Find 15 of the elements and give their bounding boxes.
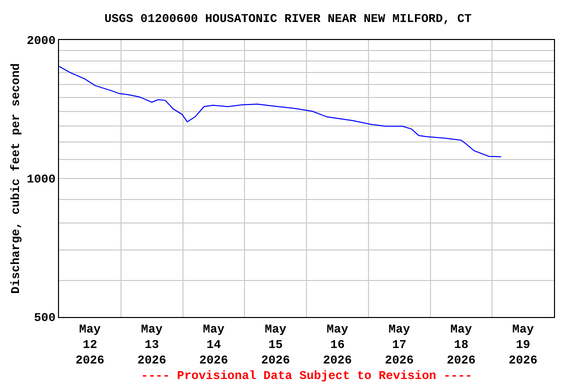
x-tick-label: May 15 2026	[261, 322, 290, 368]
x-tick-label: May 17 2026	[384, 322, 414, 368]
x-tick-label: May 14 2026	[199, 322, 228, 368]
line-series	[59, 66, 502, 158]
y-axis-title: Discharge, cubic feet per second	[9, 63, 24, 294]
x-tick-label: May 19 2026	[508, 322, 538, 368]
y-tick-label: 500	[34, 311, 56, 326]
y-tick-label: 2000	[26, 34, 56, 48]
chart-title: USGS 01200600 HOUSATONIC RIVER NEAR NEW MILFORD, CT	[104, 12, 472, 26]
x-tick-label: May 12 2026	[76, 322, 104, 368]
x-tick-label: May 16 2026	[323, 322, 352, 368]
text: ---- Provisional Data Subject to Revision ----	[141, 369, 472, 383]
x-tick-label: May 13 2026	[137, 322, 166, 368]
y-tick-label: 1000	[26, 172, 56, 187]
x-tick-label: May 18 2026	[446, 322, 476, 368]
